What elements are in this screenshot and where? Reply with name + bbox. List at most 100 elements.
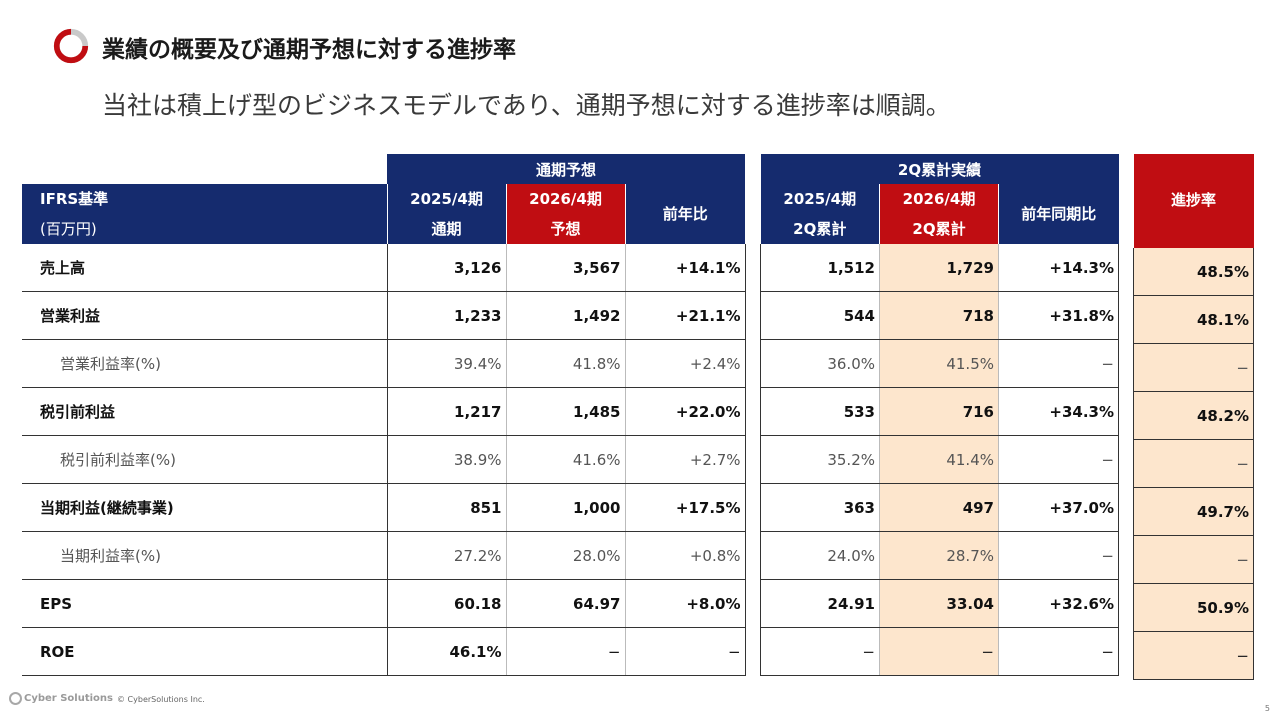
col-header-q2-2026-line2: 2Q累計 [912,220,966,238]
row-label: 営業利益 [22,291,388,340]
cell-fy2026: 64.97 [505,579,625,628]
cell-q2-yoy: +34.3% [998,387,1119,436]
cell-fy2026: 28.0% [505,531,625,580]
cell-q2-2026: 41.5% [879,339,999,388]
cell-q2-yoy: − [998,627,1119,676]
slide-title: 業績の概要及び通期予想に対する進捗率 [102,37,516,63]
table-row: 当期利益(継続事業) 851 1,000 +17.5% [22,483,746,532]
cell-fy2026: 41.6% [505,435,625,484]
table-row: ROE 46.1% − − [22,627,746,676]
cell-progress: − [1133,439,1254,488]
table-row: 24.91 33.04 +32.6% [760,579,1119,628]
cell-q2-2025: 363 [760,483,880,532]
cell-yoy: +17.5% [624,483,746,532]
cell-q2-yoy: +14.3% [998,244,1119,292]
table-row: 50.9% [1133,583,1254,632]
col-header-q2-2025: 2025/4期 2Q累計 [760,184,880,244]
cell-q2-2026: 718 [879,291,999,340]
table-row: 544 718 +31.8% [760,291,1119,340]
table-row: − [1133,631,1254,680]
cell-q2-yoy: − [998,339,1119,388]
cell-progress: 48.1% [1133,295,1254,344]
page-number: 5 [1264,704,1270,713]
row-label: 営業利益率(%) [22,339,388,388]
cell-q2-2025: 24.0% [760,531,880,580]
cell-q2-2026: − [879,627,999,676]
cell-q2-yoy: − [998,531,1119,580]
progress-table: 進捗率 48.5% 48.1% − 48.2% − 49.7% − 50.9% … [1133,154,1254,680]
table-row: 48.5% [1133,248,1254,296]
cell-fy2025: 27.2% [386,531,506,580]
cell-q2-2025: 35.2% [760,435,880,484]
cell-fy2026: 3,567 [505,244,625,292]
table-row: 売上高 3,126 3,567 +14.1% [22,244,746,292]
row-label: 税引前利益率(%) [22,435,388,484]
table-row: 税引前利益 1,217 1,485 +22.0% [22,387,746,436]
cell-fy2025: 1,233 [386,291,506,340]
cell-yoy: +2.7% [624,435,746,484]
col-header-fy2026-line2: 予想 [550,220,581,238]
table-row: 48.2% [1133,391,1254,440]
cell-q2-2025: 36.0% [760,339,880,388]
table-row: 363 497 +37.0% [760,483,1119,532]
cell-q2-2026: 497 [879,483,999,532]
cell-fy2025: 46.1% [386,627,506,676]
table-row: 1,512 1,729 +14.3% [760,244,1119,292]
cell-q2-2025: 533 [760,387,880,436]
col-header-fy2026: 2026/4期 予想 [505,184,625,244]
table-row: 24.0% 28.7% − [760,531,1119,580]
forecast-table: 通期予想 IFRS基準 (百万円) 2025/4期 通期 2026/4期 予想 … [22,154,746,676]
cell-q2-yoy: +31.8% [998,291,1119,340]
group-header-forecast: 通期予想 [387,154,746,184]
row-label: 売上高 [22,244,388,292]
group-header-progress: 進捗率 [1133,154,1254,248]
cell-q2-yoy: +32.6% [998,579,1119,628]
cell-q2-2026: 41.4% [879,435,999,484]
col-header-q2-2026-line1: 2026/4期 [902,190,976,208]
col-header-q2-yoy: 前年同期比 [998,184,1119,244]
table-row: 営業利益率(%) 39.4% 41.8% +2.4% [22,339,746,388]
brand-ring-icon [53,28,89,64]
col-header-yoy: 前年比 [624,184,746,244]
cell-fy2026: 41.8% [505,339,625,388]
cell-fy2026: 1,492 [505,291,625,340]
cell-fy2026: 1,485 [505,387,625,436]
cell-fy2025: 1,217 [386,387,506,436]
cell-q2-2025: 544 [760,291,880,340]
label-header: IFRS基準 (百万円) [22,184,387,244]
cell-q2-2026: 1,729 [879,244,999,292]
cell-q2-2026: 28.7% [879,531,999,580]
cell-progress: 48.2% [1133,391,1254,440]
cell-fy2025: 60.18 [386,579,506,628]
col-header-fy2025-line2: 通期 [431,220,462,238]
actual-table: 2Q累計実績 2025/4期 2Q累計 2026/4期 2Q累計 前年同期比 1… [760,154,1119,676]
table-row: 営業利益 1,233 1,492 +21.1% [22,291,746,340]
table-row: − − − [760,627,1119,676]
col-header-q2-2026: 2026/4期 2Q累計 [879,184,999,244]
table-row: EPS 60.18 64.97 +8.0% [22,579,746,628]
cell-q2-2026: 33.04 [879,579,999,628]
cell-progress: 49.7% [1133,487,1254,536]
label-header-line2: (百万円) [40,220,97,238]
col-header-fy2026-line1: 2026/4期 [529,190,602,208]
col-header-q2-2025-line2: 2Q累計 [793,220,847,238]
table-row: 533 716 +34.3% [760,387,1119,436]
table-row: − [1133,535,1254,584]
cell-progress: 50.9% [1133,583,1254,632]
table-row: 49.7% [1133,487,1254,536]
cell-fy2026: 1,000 [505,483,625,532]
header-spacer [22,154,387,184]
cell-q2-2025: 1,512 [760,244,880,292]
cell-progress: 48.5% [1133,248,1254,296]
table-row: − [1133,343,1254,392]
cell-yoy: − [624,627,746,676]
table-row: − [1133,439,1254,488]
slide-subtitle: 当社は積上げ型のビジネスモデルであり、通期予想に対する進捗率は順調。 [102,91,951,120]
cell-progress: − [1133,535,1254,584]
row-label: 税引前利益 [22,387,388,436]
cell-q2-2025: − [760,627,880,676]
row-label: 当期利益率(%) [22,531,388,580]
footer-logo-text: Cyber Solutions [24,693,113,704]
col-header-fy2025: 2025/4期 通期 [386,184,506,244]
label-header-line1: IFRS基準 [40,190,109,208]
